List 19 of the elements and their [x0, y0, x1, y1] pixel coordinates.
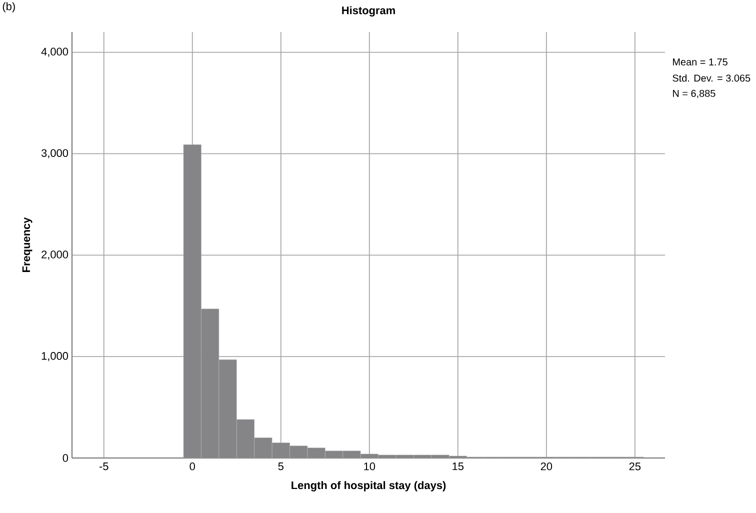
x-tick-label: 5	[278, 462, 284, 470]
text: Mean = 1.75	[673, 58, 728, 66]
x-tick-label: 0	[190, 462, 195, 470]
text: Std. Dev. = 3.065	[672, 74, 750, 82]
x-tick-label: 15	[452, 462, 464, 470]
x-tick-label: 10	[364, 462, 376, 470]
x-tick-label: 20	[540, 462, 552, 470]
x-axis-title: Length of hospital stay (days)	[292, 481, 446, 492]
x-tick-label: -5	[99, 462, 108, 470]
text: N = 6,885	[673, 90, 716, 98]
y-tick-label: 4,000	[41, 48, 68, 57]
y-tick-label: 0	[62, 454, 68, 462]
text: (b)	[2, 2, 15, 12]
chart-title: Histogram	[342, 6, 395, 17]
x-tick-label: 25	[629, 462, 641, 470]
y-tick-label: 3,000	[41, 149, 68, 158]
y-axis-title: Frequency	[22, 217, 32, 272]
y-tick-label: 1,000	[42, 352, 68, 362]
y-tick-label: 2,000	[42, 250, 68, 260]
